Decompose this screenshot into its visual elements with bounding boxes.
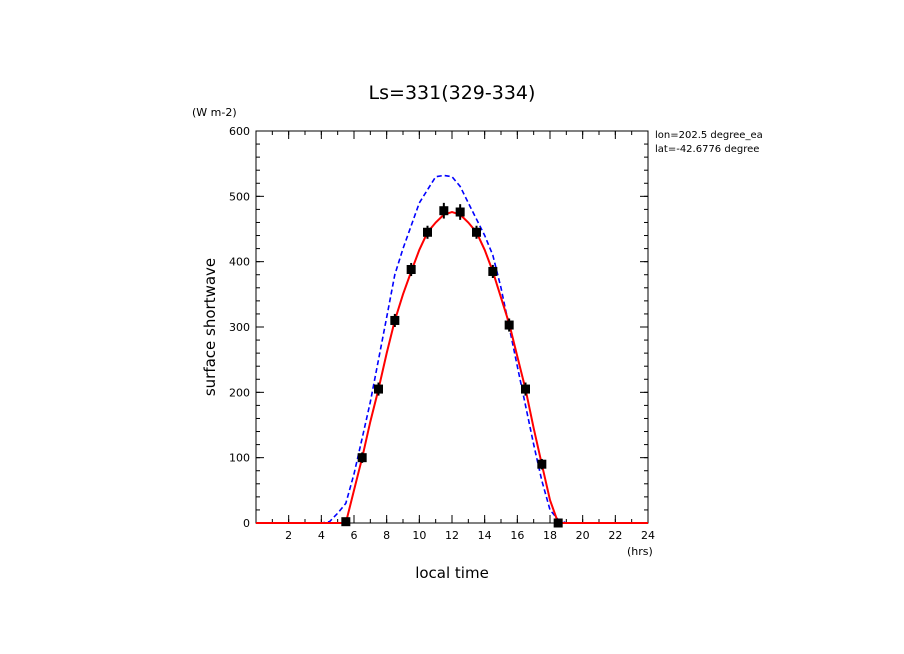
observation-marker: [488, 266, 498, 276]
series-line-1: [256, 174, 648, 524]
observation-marker: [374, 384, 383, 394]
x-tick-label: 2: [285, 529, 292, 542]
observation-marker: [504, 320, 514, 330]
y-tick-label: 400: [229, 256, 250, 269]
observation-marker: [357, 453, 367, 463]
x-tick-label: 8: [383, 529, 390, 542]
observation-marker: [553, 518, 563, 528]
x-axis-unit: (hrs): [627, 545, 653, 558]
observation-point: [553, 518, 563, 528]
annotation-lon: lon=202.5 degree_ea: [655, 130, 763, 141]
x-tick-label: 12: [445, 529, 459, 542]
observation-marker: [521, 384, 530, 394]
observation-marker: [455, 207, 465, 217]
y-tick-label: 300: [229, 321, 250, 334]
x-tick-label: 14: [478, 529, 492, 542]
observation-point: [423, 225, 432, 239]
y-tick-label: 200: [229, 386, 250, 399]
observation-marker: [390, 315, 400, 325]
y-tick-label: 0: [243, 517, 250, 530]
x-tick-label: 22: [608, 529, 622, 542]
annotation-lat: lat=-42.6776 degree: [655, 144, 759, 155]
observation-point: [374, 382, 383, 396]
x-axis-label: local time: [415, 564, 489, 582]
observation-point: [439, 202, 449, 219]
observation-point: [406, 262, 416, 277]
observation-point: [390, 313, 400, 327]
y-axis-label: surface shortwave: [201, 258, 219, 396]
y-tick-label: 500: [229, 190, 250, 203]
y-tick-label: 100: [229, 452, 250, 465]
observation-marker: [406, 265, 416, 275]
observation-point: [521, 382, 530, 396]
x-tick-label: 20: [576, 529, 590, 542]
observation-point: [341, 517, 351, 527]
observation-point: [472, 225, 481, 239]
observation-point: [455, 204, 465, 220]
observation-point: [537, 458, 547, 470]
x-tick-label: 24: [641, 529, 655, 542]
plot-frame: [255, 130, 649, 524]
observation-marker: [423, 227, 432, 237]
observation-marker: [439, 206, 449, 216]
series-line-2: [256, 210, 648, 524]
x-tick-label: 4: [318, 529, 325, 542]
x-tick-label: 10: [412, 529, 426, 542]
observation-marker: [341, 517, 351, 527]
x-tick-label: 18: [543, 529, 557, 542]
observation-point: [488, 264, 498, 278]
x-tick-label: 16: [510, 529, 524, 542]
chart-title: Ls=331(329-334): [369, 82, 536, 104]
y-tick-label: 600: [229, 125, 250, 138]
observation-point: [357, 452, 367, 463]
observation-point: [504, 318, 514, 332]
plot-area: [256, 174, 648, 528]
observation-marker: [537, 459, 547, 469]
observation-marker: [472, 227, 481, 237]
x-tick-label: 6: [351, 529, 358, 542]
y-axis-unit: (W m-2): [192, 106, 237, 119]
